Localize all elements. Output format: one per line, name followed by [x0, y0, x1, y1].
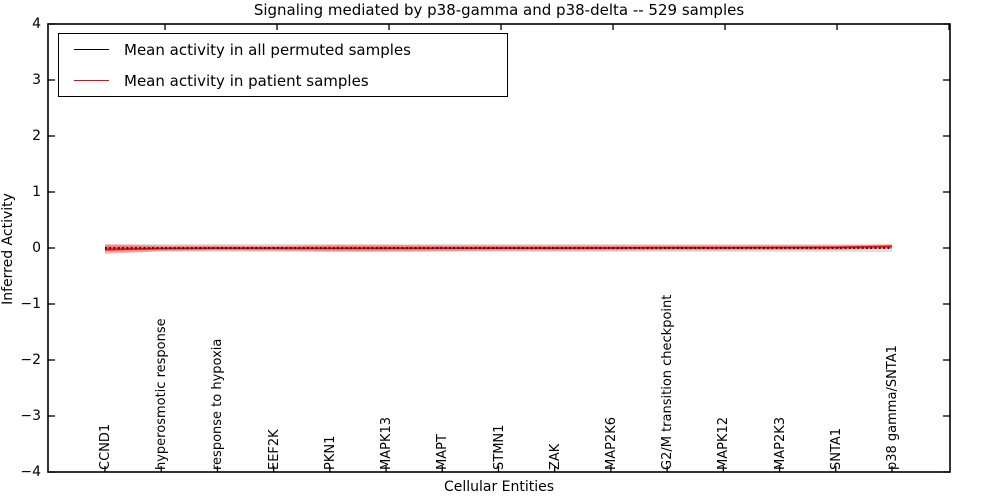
x-tick-label: SNTA1 — [828, 427, 844, 470]
y-tick-label: −4 — [20, 464, 41, 480]
y-tick-label: 3 — [32, 72, 41, 88]
y-tick-label: −2 — [20, 352, 41, 368]
y-tick-label: 0 — [32, 240, 41, 256]
legend-entry-patient: Mean activity in patient samples — [59, 65, 507, 96]
legend-label: Mean activity in all permuted samples — [124, 40, 411, 59]
x-tick-label: STMN1 — [491, 424, 507, 470]
x-tick-label: PKN1 — [322, 435, 338, 470]
band-1 — [105, 244, 892, 254]
legend-line-sample-red — [74, 80, 109, 81]
y-tick-label: 1 — [32, 184, 41, 200]
x-tick-label: MAPK12 — [716, 416, 732, 470]
x-tick-label: hyperosmotic response — [154, 318, 170, 470]
x-tick-label: EEF2K — [266, 429, 282, 470]
x-tick-label: response to hypoxia — [210, 338, 226, 470]
y-tick-label: −3 — [20, 408, 41, 424]
x-tick-label: CCND1 — [98, 423, 113, 470]
y-tick-label: −1 — [20, 296, 41, 312]
y-tick-label: 4 — [32, 16, 41, 32]
chart-title: Signaling mediated by p38-gamma and p38-… — [253, 1, 745, 19]
x-tick-label: MAP2K6 — [603, 416, 619, 470]
legend-line-sample-black — [74, 49, 109, 50]
x-tick-label: MAPT — [435, 434, 451, 470]
x-axis-label: Cellular Entities — [443, 479, 555, 495]
y-tick-label: 2 — [32, 128, 41, 144]
legend-entry-permuted: Mean activity in all permuted samples — [59, 34, 507, 65]
legend: Mean activity in all permuted samples Me… — [58, 33, 508, 97]
x-tick-label: G2/M transition checkpoint — [660, 294, 676, 470]
x-tick-label: p38 gamma/SNTA1 — [885, 345, 900, 470]
x-tick-label: MAP2K3 — [772, 416, 788, 470]
x-tick-label: ZAK — [547, 443, 563, 470]
legend-label: Mean activity in patient samples — [124, 71, 369, 90]
x-tick-label: MAPK13 — [379, 416, 395, 470]
series-line-1 — [104, 245, 893, 251]
